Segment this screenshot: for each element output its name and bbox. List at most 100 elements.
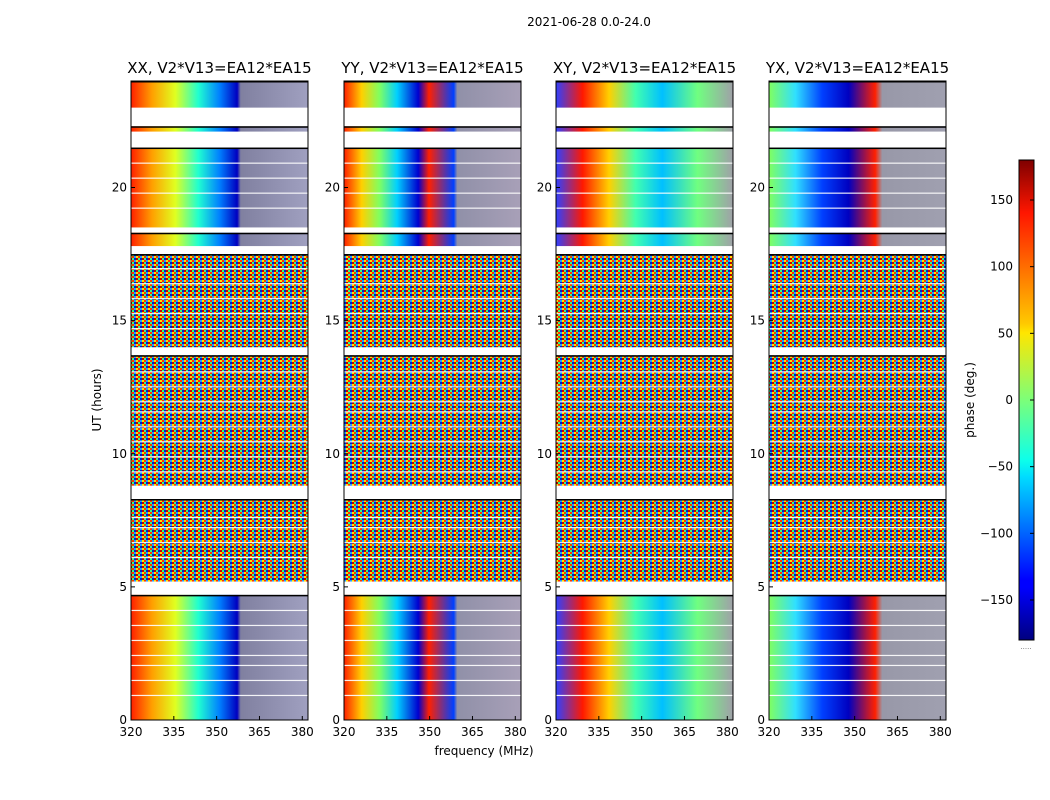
panel-yx: YX, V2*V13=EA12*EA15 320 335 350 365 380 0 5 10 1… <box>750 59 952 739</box>
panel-title: YX, V2*V13=EA12*EA15 <box>765 59 949 77</box>
flag-stripe <box>131 411 308 413</box>
flag-stripe <box>769 557 946 559</box>
flag-stripe <box>556 624 733 627</box>
x-tick-label: 320 <box>758 725 781 739</box>
flag-stripe <box>556 426 733 428</box>
segment-edge <box>344 254 521 256</box>
flag-stripe <box>131 426 308 428</box>
flag-stripe <box>556 283 733 285</box>
data-segment <box>769 232 946 247</box>
y-tick-label: 0 <box>544 713 552 727</box>
data-segment <box>344 355 521 486</box>
colorbar-tick-label: 150 <box>990 193 1013 207</box>
flag-stripe <box>344 313 521 315</box>
colorbar-footer: ..... <box>1020 643 1031 651</box>
flag-stripe <box>769 162 946 164</box>
segment-edge <box>769 147 946 150</box>
y-tick-label: 10 <box>750 447 765 461</box>
x-tick-label: 335 <box>587 725 610 739</box>
flag-stripe <box>131 694 308 697</box>
segment-edge <box>131 254 308 256</box>
flag-stripe <box>556 192 733 194</box>
segment-edge <box>769 499 946 501</box>
flag-stripe <box>769 527 946 529</box>
flag-stripe <box>769 426 946 428</box>
flag-stripe <box>556 679 733 682</box>
flag-stripe <box>131 162 308 164</box>
flag-stripe <box>556 371 733 373</box>
segment-edge <box>556 81 733 83</box>
data-segment <box>344 594 521 720</box>
x-tick-label: 350 <box>205 725 228 739</box>
data-segment <box>344 232 521 247</box>
data-segment <box>344 254 521 348</box>
segment-edge <box>769 254 946 256</box>
segment-edge <box>556 232 733 235</box>
data-segment <box>556 499 733 582</box>
flag-stripe <box>769 664 946 667</box>
panel-title: XY, V2*V13=EA12*EA15 <box>553 59 736 77</box>
flag-stripe <box>131 386 308 388</box>
segment-edge <box>344 499 521 501</box>
flag-stripe <box>344 517 521 519</box>
flag-stripe <box>131 313 308 315</box>
flag-stripe <box>769 283 946 285</box>
flag-stripe <box>131 664 308 667</box>
data-segment <box>131 147 308 228</box>
flag-stripe <box>769 517 946 519</box>
flag-stripe <box>344 624 521 627</box>
flag-stripe <box>556 328 733 330</box>
colorbar-ticks: 150 100 50 0 −50 −100 −150 <box>980 193 1034 607</box>
x-tick-label: 365 <box>886 725 909 739</box>
flag-stripe <box>344 426 521 428</box>
flag-stripe <box>344 527 521 529</box>
flag-stripe <box>131 207 308 209</box>
segment-edge <box>344 147 521 150</box>
flag-stripe <box>769 441 946 443</box>
y-tick-label: 15 <box>112 314 127 328</box>
data-segment <box>769 594 946 720</box>
colorbar-tick-label: −50 <box>988 460 1013 474</box>
segment-edge <box>556 594 733 597</box>
x-tick-label: 380 <box>716 725 739 739</box>
x-tick-label: 320 <box>333 725 356 739</box>
y-tick-label: 5 <box>119 580 127 594</box>
flag-stripe <box>344 177 521 179</box>
flag-stripe <box>556 609 733 612</box>
flag-stripe <box>769 624 946 627</box>
flag-stripe <box>769 542 946 544</box>
flag-stripe <box>131 679 308 682</box>
flag-stripe <box>769 207 946 209</box>
flag-stripe <box>769 694 946 697</box>
segment-edge <box>131 147 308 150</box>
flag-stripe <box>344 654 521 657</box>
data-segment <box>344 499 521 582</box>
data-segment <box>769 355 946 486</box>
flag-stripe <box>344 162 521 164</box>
y-tick-label: 0 <box>332 713 340 727</box>
flag-stripe <box>769 471 946 473</box>
flag-stripe <box>131 654 308 657</box>
flag-stripe <box>131 557 308 559</box>
flag-stripe <box>131 441 308 443</box>
flag-stripe <box>556 177 733 179</box>
data-segment <box>344 147 521 228</box>
flag-stripe <box>131 328 308 330</box>
flag-stripe <box>131 401 308 403</box>
flag-stripe <box>769 371 946 373</box>
flag-stripe <box>556 557 733 559</box>
flag-stripe <box>344 268 521 270</box>
segment-edge <box>769 594 946 597</box>
flag-stripe <box>344 664 521 667</box>
data-segment <box>131 232 308 247</box>
flag-stripe <box>344 609 521 612</box>
flag-stripe <box>769 386 946 388</box>
y-tick-label: 5 <box>757 580 765 594</box>
x-tick-label: 335 <box>800 725 823 739</box>
data-segment <box>131 499 308 582</box>
segment-edge <box>556 126 733 128</box>
data-segment <box>131 254 308 348</box>
colorbar-tick-label: 0 <box>1005 393 1013 407</box>
flag-stripe <box>556 268 733 270</box>
flag-stripe <box>556 162 733 164</box>
